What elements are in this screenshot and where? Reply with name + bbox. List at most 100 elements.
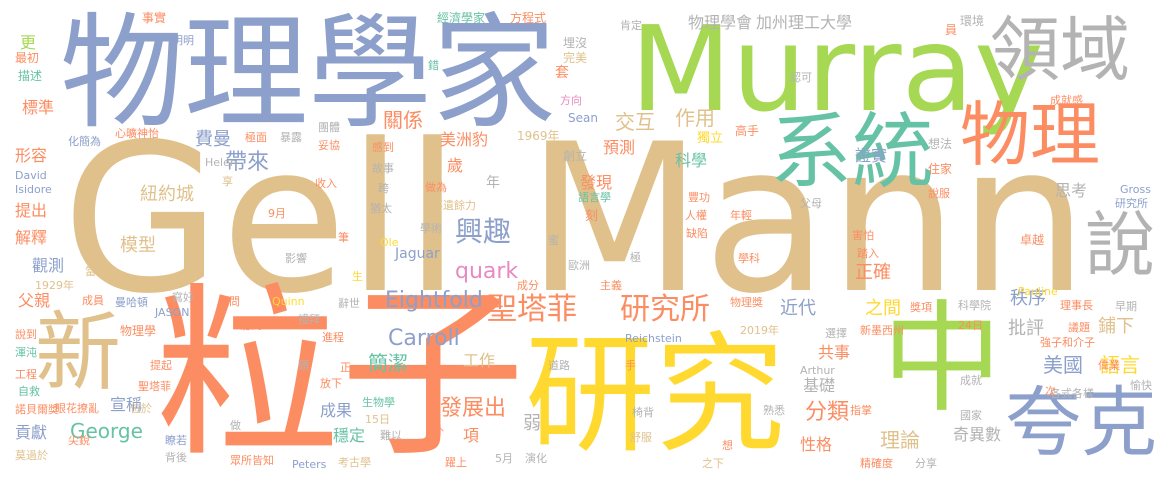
word-9yue: 9月 xyxy=(268,207,286,220)
word-wulijiang: 物理獎 xyxy=(730,296,763,309)
word-quinn: Quinn xyxy=(272,295,305,308)
word-sean: Sean xyxy=(568,111,598,125)
word-chengfen: 成分 xyxy=(517,279,539,292)
word-gross: Gross xyxy=(1120,183,1151,196)
word-jingjixuejia: 經濟學家 xyxy=(437,11,486,25)
word-chengjiu: 成就 xyxy=(960,374,982,387)
word-gaoshou: 高手 xyxy=(735,124,760,138)
word-chengjiugan: 成就感 xyxy=(1050,94,1083,107)
word-gongshi: 共事 xyxy=(818,343,851,362)
word-kua: 跨 xyxy=(378,182,389,195)
word-tao: 套 xyxy=(555,65,569,81)
word-15ri: 15日 xyxy=(365,413,390,426)
word-zhujia: 住家 xyxy=(928,162,953,176)
word-maishou: 埋沒 xyxy=(563,36,588,50)
word-zhixia: 之下 xyxy=(702,457,724,470)
word-nanyi: 難以 xyxy=(380,429,402,442)
word-5yue: 5月 xyxy=(495,452,513,465)
word-xuanze: 選擇 xyxy=(825,327,847,340)
word-jason: JASON xyxy=(155,306,190,319)
word-xingge: 性格 xyxy=(800,435,833,454)
word-fangchengshi: 方程式 xyxy=(510,11,547,25)
word-yanjiu: 研究 xyxy=(525,319,786,471)
word-shuxi: 熟悉 xyxy=(763,404,785,417)
word-yuqie: 愉快 xyxy=(1130,379,1152,392)
word-lilun: 理論 xyxy=(880,428,920,452)
word-zuoyong: 作用 xyxy=(675,106,715,130)
word-xiang: 項 xyxy=(463,426,480,445)
word-geshigeyang: 各式各樣 xyxy=(1050,387,1094,400)
word-wulixue: 物理學 xyxy=(120,324,157,338)
word-kaoguxue: 考古學 xyxy=(338,456,371,469)
word-nianqing: 年輕 xyxy=(730,209,752,222)
word-ouzhou: 歐洲 xyxy=(568,259,590,272)
word-tanhuoruo: 瞭若 xyxy=(165,434,187,447)
word-jiazhou: 加州理工大學 xyxy=(756,13,853,32)
word-guance: 觀測 xyxy=(32,256,65,275)
word-shou: 手 xyxy=(625,359,636,372)
word-luoshang: 躍上 xyxy=(445,456,467,469)
word-sui: 歲 xyxy=(447,156,464,175)
word-chuangli: 創立 xyxy=(563,149,588,163)
word-tarun: 踏入 xyxy=(857,247,879,260)
word-zhixu: 秩序 xyxy=(1010,288,1046,309)
word-renke: 認可 xyxy=(790,71,812,84)
word-yingxiang: 影響 xyxy=(285,252,307,265)
word-shuodao: 說到 xyxy=(15,328,37,341)
word-jindai: 近代 xyxy=(780,298,816,319)
word-ole: Ole xyxy=(380,236,399,249)
word-jianrui: 尖銳 xyxy=(68,434,90,447)
word-zheng: 正 xyxy=(340,361,351,374)
word-zuo: 做 xyxy=(230,419,241,432)
word-2019: 2019年 xyxy=(740,324,779,337)
word-mingming: 明明 xyxy=(172,34,194,47)
word-ruo: 弱 xyxy=(523,413,541,434)
word-quexian: 缺陷 xyxy=(686,227,708,240)
word-shengtafei: 聖塔菲 xyxy=(487,292,577,327)
word-ganda: 感到 xyxy=(372,141,394,154)
word-jimian: 極面 xyxy=(245,131,267,144)
word-yibei: 椅背 xyxy=(632,406,654,419)
word-miaoshu: 描述 xyxy=(18,69,43,83)
word-yuan: 員 xyxy=(945,23,958,37)
word-jaguar: Jaguar xyxy=(395,246,440,262)
word-guojia: 國家 xyxy=(960,409,982,422)
word-moxing: 模型 xyxy=(120,235,156,256)
word-wuli: 物理 xyxy=(960,94,1100,176)
word-yanjiusuo-small: 研究所 xyxy=(1115,197,1148,210)
word-wending: 穩定 xyxy=(333,426,366,445)
word-baolu: 暴露 xyxy=(280,131,302,144)
word-jiaohu: 交互 xyxy=(615,110,655,134)
word-ke: 刻 xyxy=(585,209,599,224)
word-niuyuecheng: 紐約城 xyxy=(140,184,194,205)
word-fuqin: 父親 xyxy=(18,291,51,310)
word-kuake: 夸克 xyxy=(1005,378,1157,467)
word-zhijian: 之間 xyxy=(865,298,901,319)
word-jieshi: 解釋 xyxy=(15,228,48,247)
word-shuofu: 說服 xyxy=(928,187,950,200)
word-lingyu: 領域 xyxy=(990,9,1130,91)
word-huajianwei: 化簡為 xyxy=(68,135,101,148)
word-weiyu: 位於 xyxy=(130,402,152,415)
word-shuo: 說 xyxy=(1085,204,1155,286)
word-jianjie: 簡潔 xyxy=(368,351,408,375)
word-zhengque: 正確 xyxy=(855,262,891,283)
word-zijiu: 自救 xyxy=(18,385,40,398)
word-dangnian: 當年 xyxy=(85,265,107,278)
word-zuowei: 做為 xyxy=(425,181,447,194)
word-tou: 頭 xyxy=(298,359,309,372)
word-xuexi: 學術 xyxy=(420,222,442,235)
word-shengtafei-small: 聖塔菲 xyxy=(138,380,171,393)
word-chengyuan: 成員 xyxy=(82,294,104,307)
word-kexue: 科學 xyxy=(675,151,708,170)
word-jiangxiang: 獎項 xyxy=(910,301,932,314)
word-xiehao: 寫好 xyxy=(172,291,194,304)
word-duli: 獨立 xyxy=(697,131,724,146)
word-1929: 1929年 xyxy=(35,279,74,292)
word-wanmei: 完美 xyxy=(563,51,588,65)
word-wuli-xuejia: 物理學家 xyxy=(60,2,557,146)
word-weida: 偉業 xyxy=(1098,359,1120,372)
word-yanhualuan: 眼花撩亂 xyxy=(55,402,99,415)
word-zhengshi: 證實 xyxy=(855,146,888,165)
